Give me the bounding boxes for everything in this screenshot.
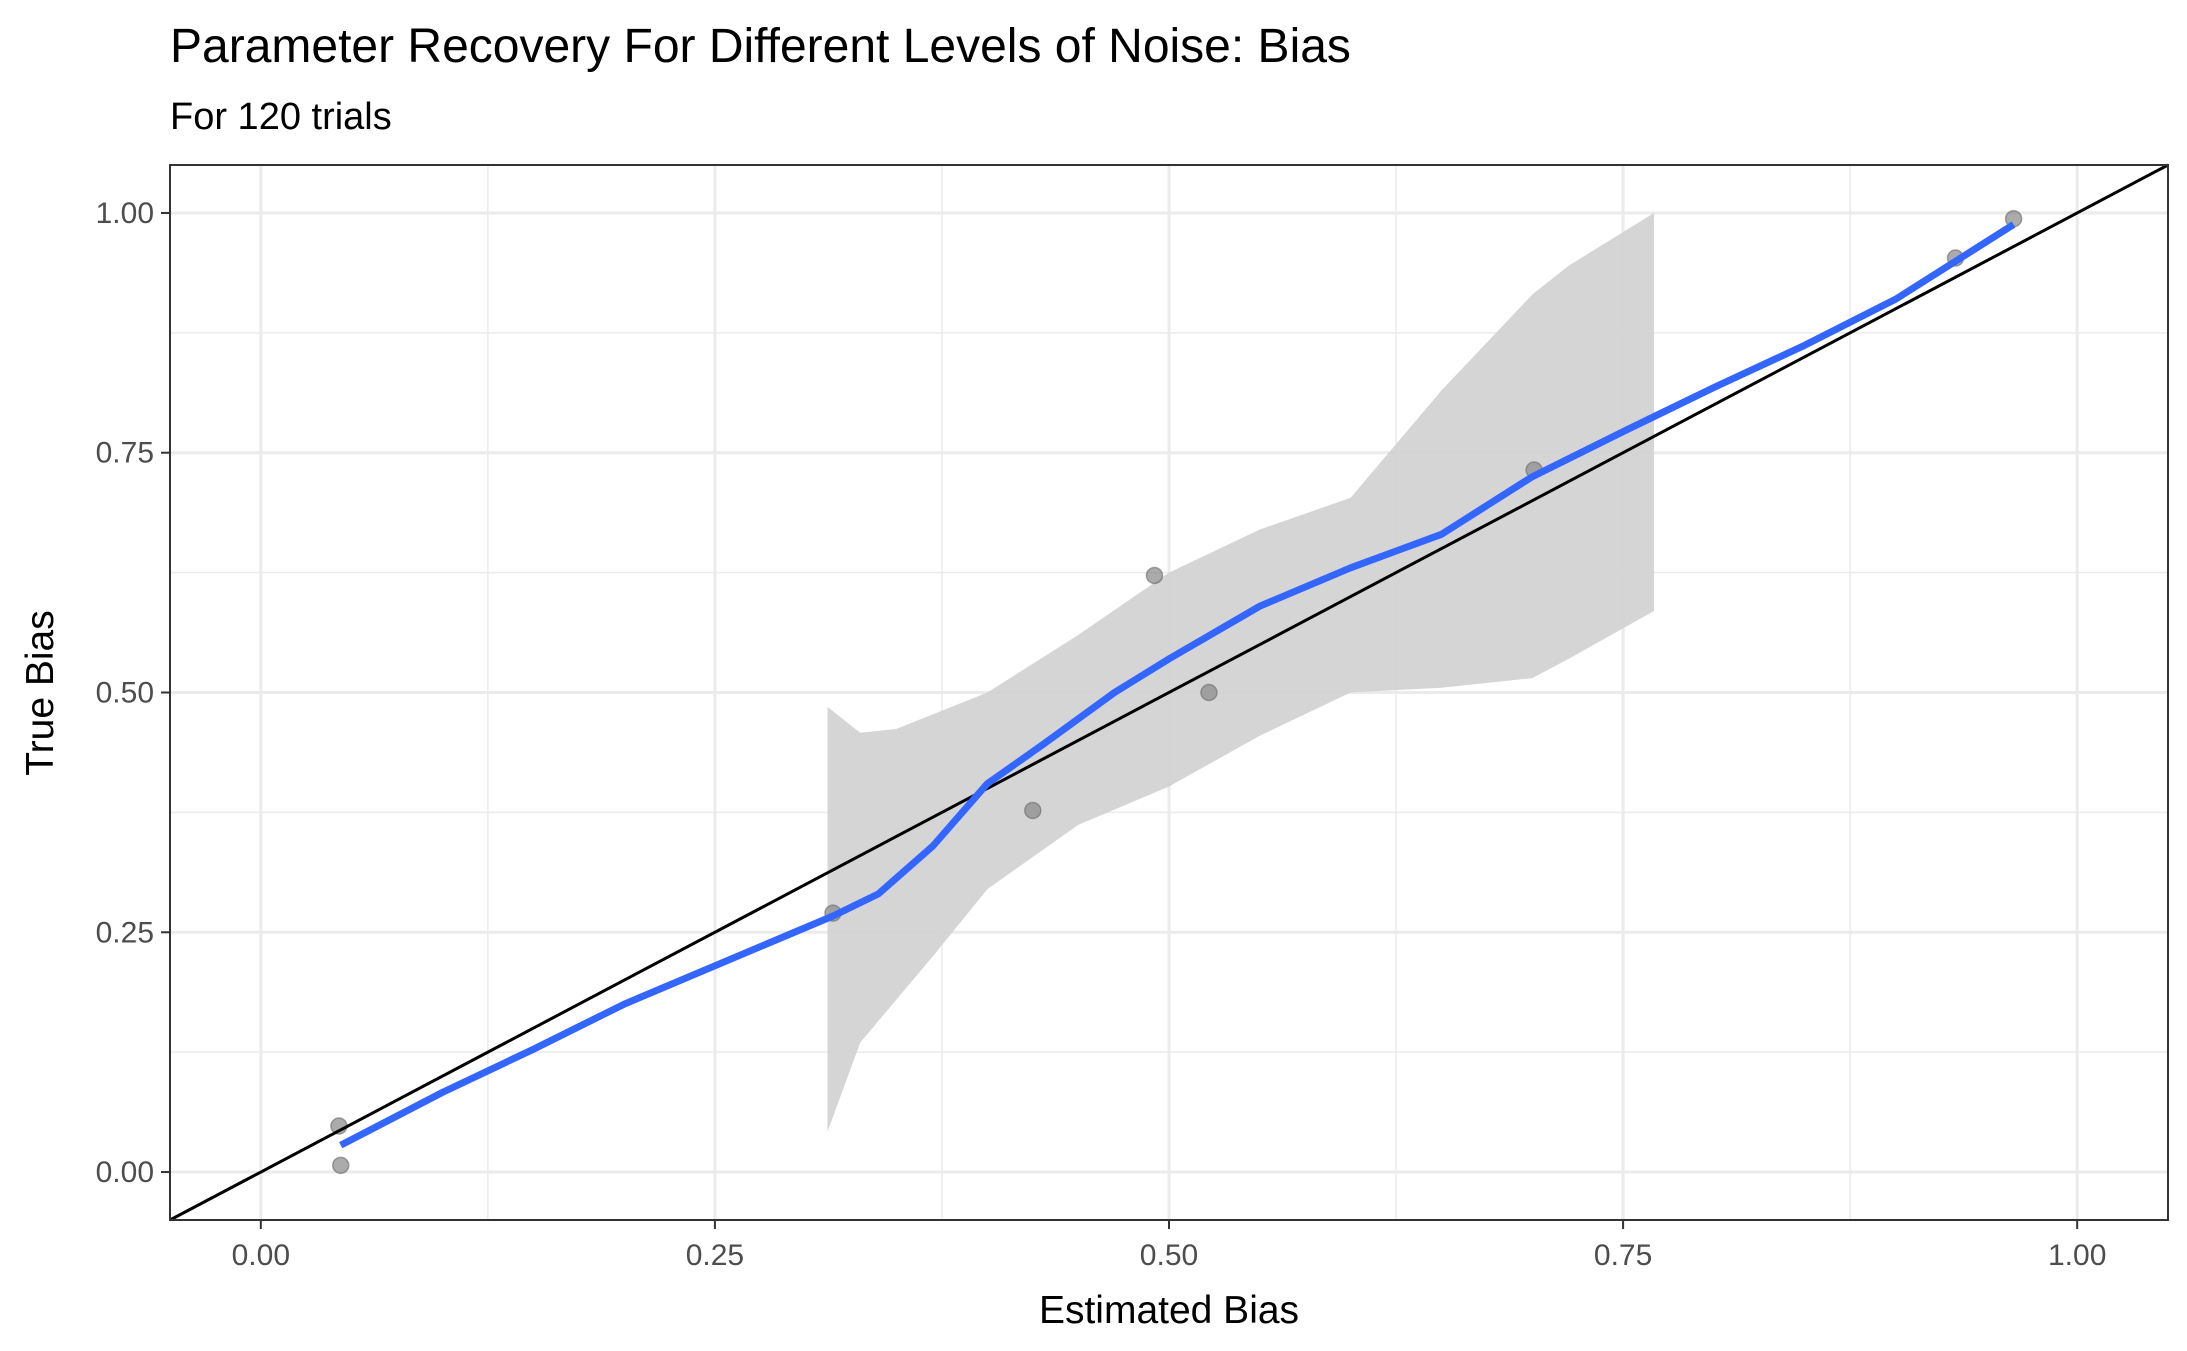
y-axis-title: True Bias bbox=[19, 610, 62, 775]
y-tick-label: 0.00 bbox=[96, 1156, 154, 1189]
smooth-line bbox=[339, 221, 2016, 1149]
chart-title: Parameter Recovery For Different Levels … bbox=[170, 20, 1351, 73]
confidence-band bbox=[827, 213, 1654, 1132]
x-axis: 0.00 0.25 0.50 0.75 1.00 bbox=[232, 1220, 2106, 1272]
y-axis: 0.00 0.25 0.50 0.75 1.00 bbox=[96, 197, 170, 1189]
y-tick-label: 0.75 bbox=[96, 437, 154, 470]
smooth-line-layer bbox=[339, 221, 2016, 1149]
data-point bbox=[331, 1156, 350, 1175]
x-tick-label: 0.00 bbox=[232, 1239, 290, 1272]
x-tick-label: 1.00 bbox=[2048, 1239, 2106, 1272]
y-tick-label: 0.25 bbox=[96, 916, 154, 949]
chart-subtitle: For 120 trials bbox=[170, 96, 392, 138]
reference-line bbox=[169, 163, 2169, 1222]
x-tick-label: 0.25 bbox=[686, 1239, 744, 1272]
data-point bbox=[1145, 566, 1164, 585]
y-tick-label: 0.50 bbox=[96, 677, 154, 710]
reference-line-layer bbox=[169, 163, 2169, 1222]
x-tick-label: 0.75 bbox=[1594, 1239, 1652, 1272]
y-tick-label: 1.00 bbox=[96, 197, 154, 230]
x-tick-label: 0.50 bbox=[1140, 1239, 1198, 1272]
data-point bbox=[1200, 683, 1218, 702]
data-point bbox=[1024, 801, 1042, 820]
x-axis-title: Estimated Bias bbox=[1039, 1289, 1299, 1332]
confidence-band-area bbox=[827, 213, 1654, 1132]
